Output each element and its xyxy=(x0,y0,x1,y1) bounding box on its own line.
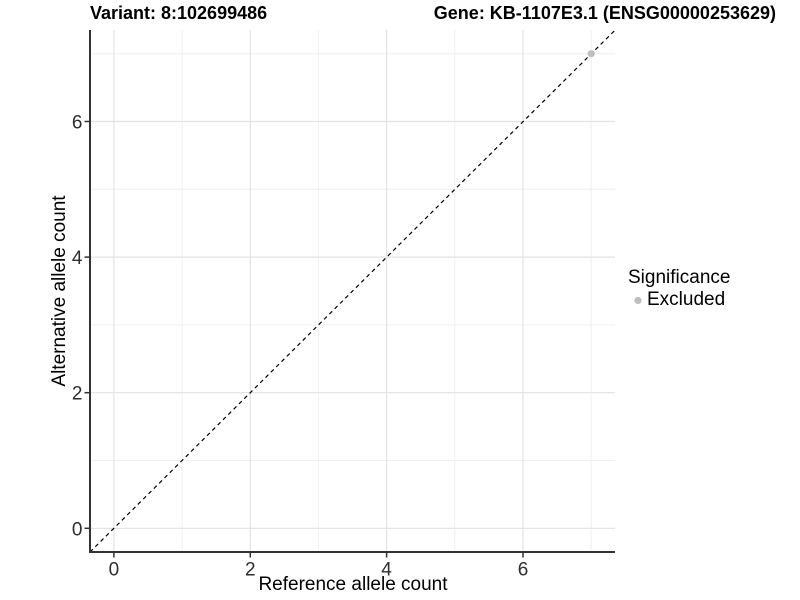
variant-title: Variant: 8:102699486 xyxy=(90,3,268,23)
identity-dashed-line xyxy=(89,29,616,553)
x-tick-labels: 0 2 4 6 xyxy=(109,560,529,581)
x-tick-label: 0 xyxy=(109,560,120,581)
x-axis-title: Reference allele count xyxy=(258,574,448,595)
y-tick-label: 6 xyxy=(72,113,83,134)
legend-key-dot-icon xyxy=(634,297,642,305)
legend-title: Significance xyxy=(628,267,731,288)
data-point-excluded xyxy=(587,50,595,58)
legend: Significance Excluded xyxy=(628,267,731,311)
x-tick-label: 2 xyxy=(245,560,256,581)
y-tick-label: 2 xyxy=(72,384,83,405)
axis-lines xyxy=(89,30,615,553)
x-tick-label: 6 xyxy=(518,560,529,581)
x-tick-label: 4 xyxy=(381,560,392,581)
tick-marks xyxy=(84,120,524,558)
legend-entry-excluded: Excluded xyxy=(628,288,730,311)
y-tick-label: 0 xyxy=(72,519,83,540)
y-tick-labels: 0 2 4 6 xyxy=(72,113,83,541)
legend-entry-label: Excluded xyxy=(647,288,726,310)
y-tick-label: 4 xyxy=(72,248,83,269)
gridlines-minor xyxy=(90,30,615,552)
gene-title: Gene: KB-1107E3.1 (ENSG00000253629) xyxy=(433,3,776,23)
y-axis-title: Alternative allele count xyxy=(49,195,70,387)
gridlines-major xyxy=(90,30,615,552)
